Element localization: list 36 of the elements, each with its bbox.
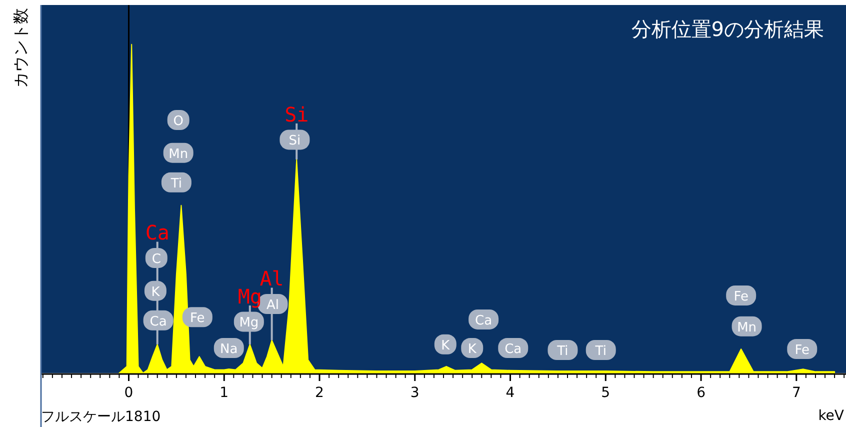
x-tick-label: 0 (124, 385, 134, 401)
x-tick-label: 5 (601, 385, 610, 401)
annotation: K (441, 338, 450, 354)
x-axis-title: keV (818, 408, 844, 424)
annotation: C (152, 252, 161, 267)
x-tick-label: 1 (220, 385, 229, 401)
annotation: Ti (556, 344, 568, 359)
annotation: Ca (150, 314, 167, 330)
annotation: Na (220, 342, 238, 358)
annotation: Mg (239, 316, 259, 331)
annotation: Fe (734, 289, 748, 304)
annotation: Mg (238, 284, 262, 308)
annotation: Ti (170, 176, 182, 192)
chart-title: 分析位置9の分析結果 (631, 17, 824, 41)
annotation: Mn (168, 146, 188, 162)
annotation: Ca (145, 220, 170, 245)
annotation: Al (260, 266, 284, 291)
x-tick-label: 6 (696, 385, 706, 401)
text: フルスケール1810 (41, 409, 161, 425)
x-tick-label: 4 (506, 385, 515, 401)
annotation: Si (288, 134, 301, 149)
y-axis-title: カウント数 (11, 8, 30, 88)
annotation: Si (284, 102, 309, 126)
annotation: Ca (504, 342, 522, 358)
annotation: O (173, 114, 184, 129)
annotation: Al (266, 298, 280, 313)
annotation: Ca (475, 313, 492, 328)
annotation: Ti (594, 344, 606, 359)
x-tick-label: 2 (315, 385, 324, 401)
annotation: Mn (737, 320, 757, 336)
x-tick-label: 3 (410, 385, 420, 401)
annotation: K (468, 342, 477, 358)
annotation: Fe (190, 311, 205, 326)
annotation: Fe (794, 343, 810, 358)
x-tick-label: 7 (792, 385, 801, 401)
annotation: K (151, 284, 160, 300)
